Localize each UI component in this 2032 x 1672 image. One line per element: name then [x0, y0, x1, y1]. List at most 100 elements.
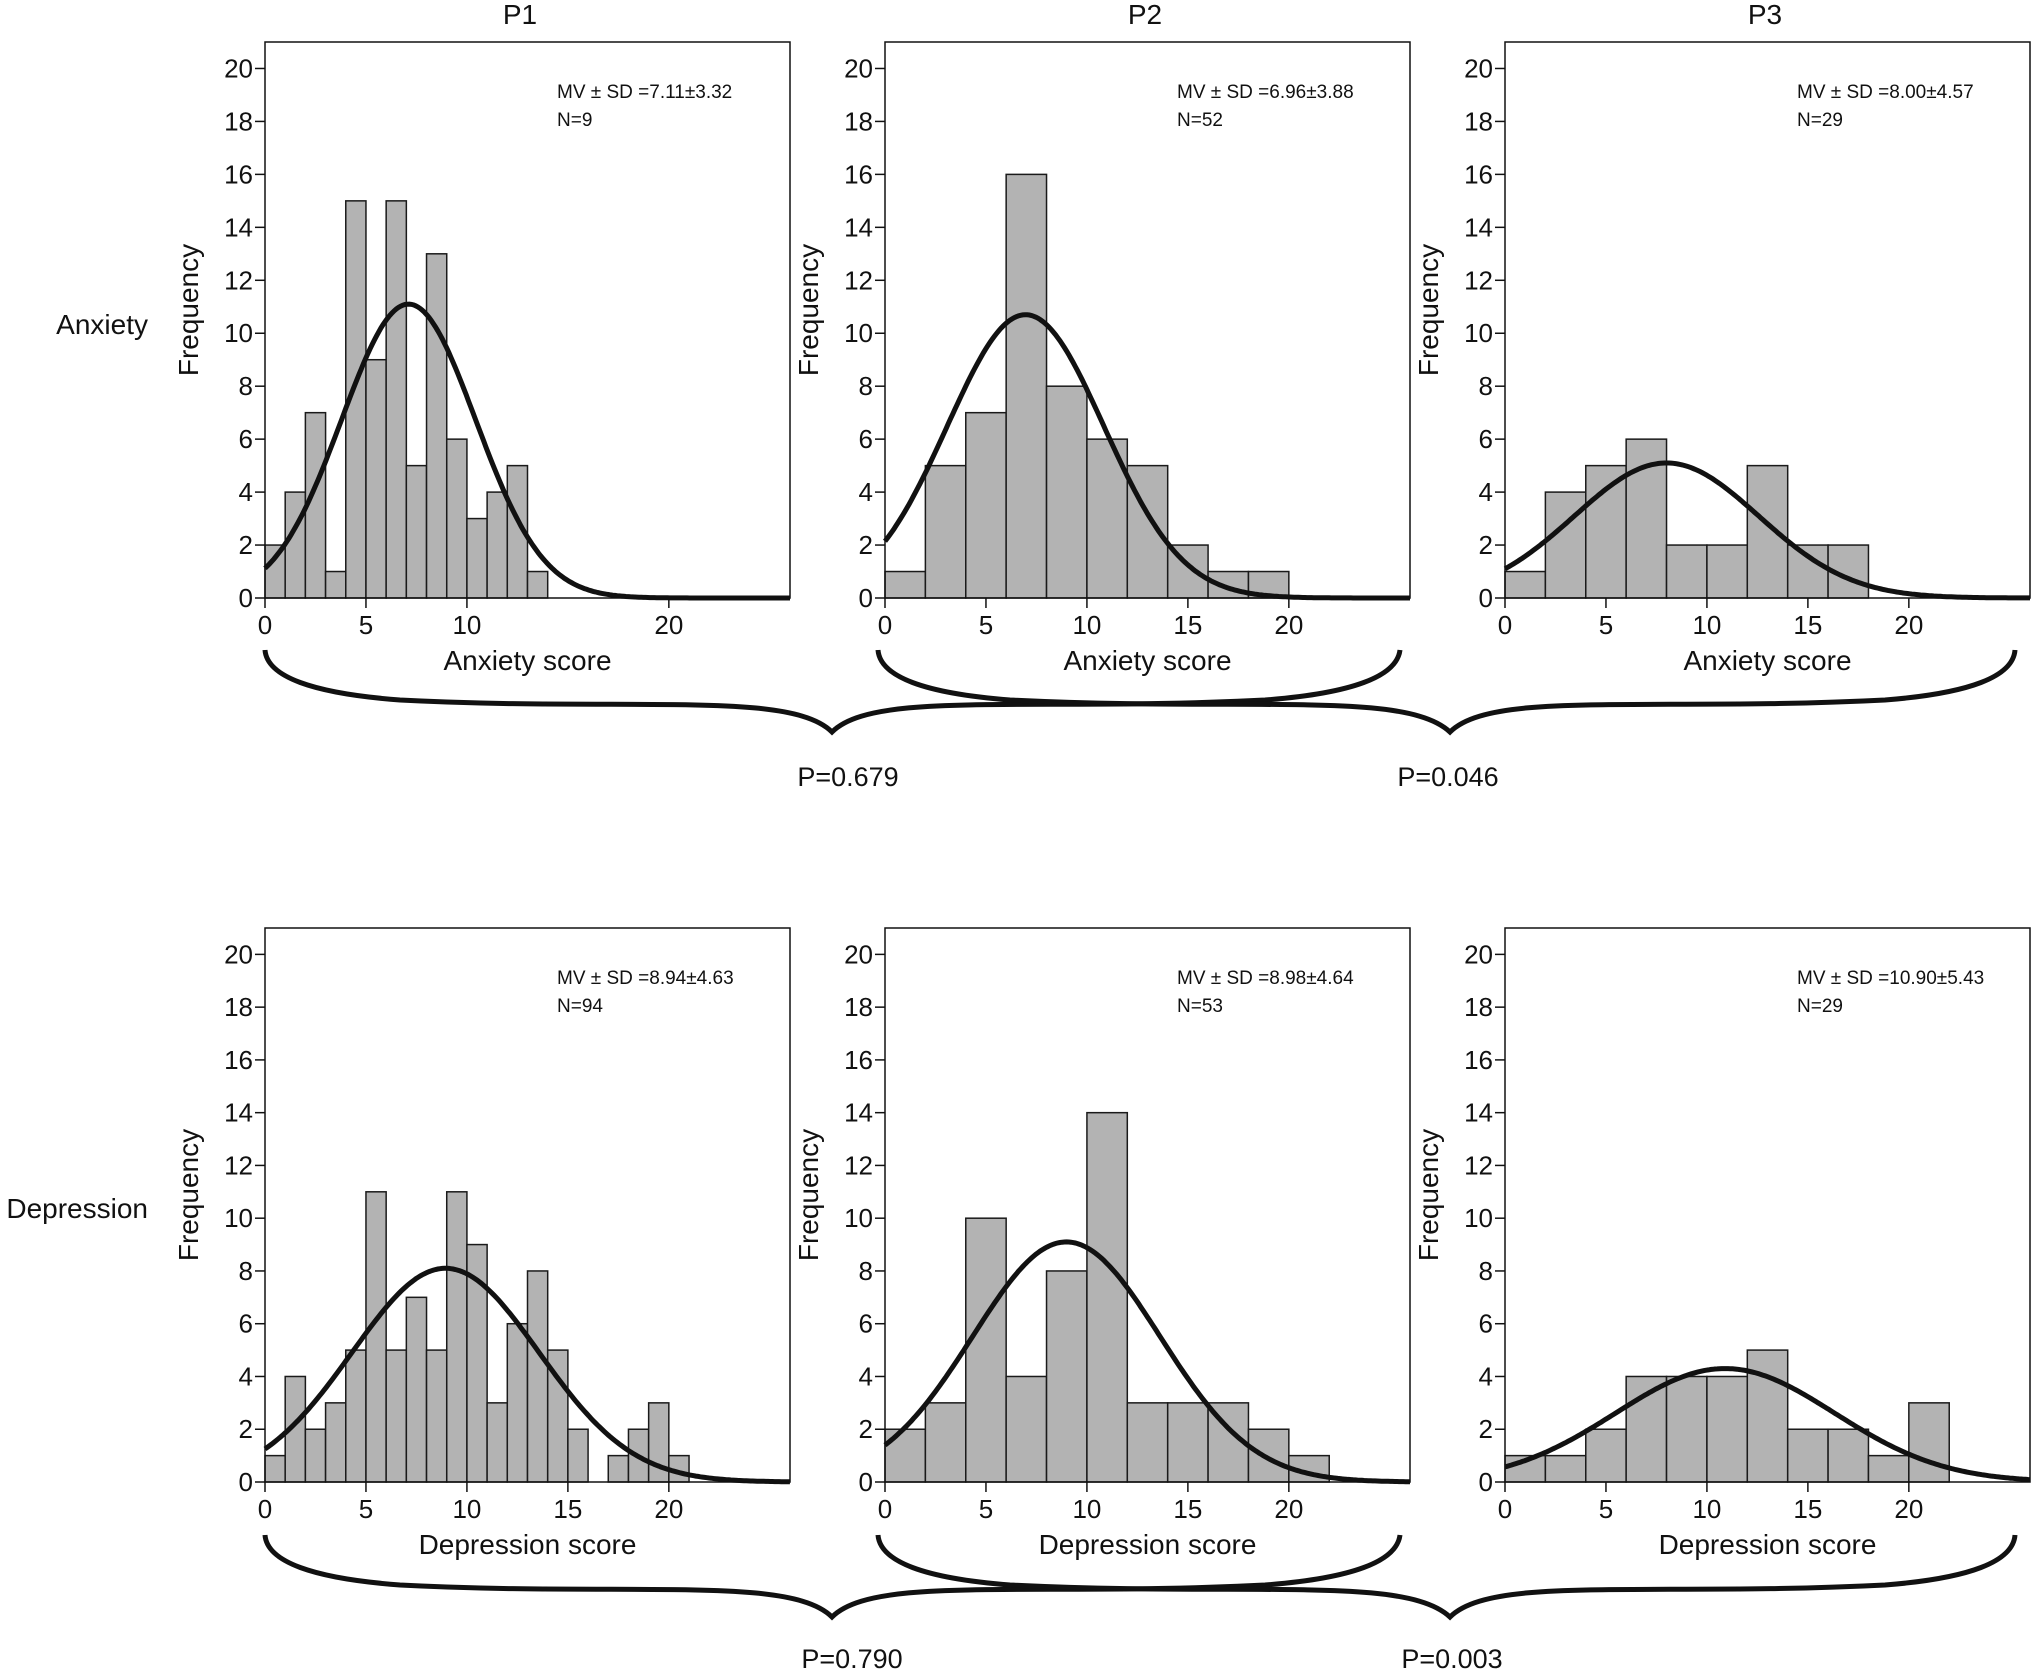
histogram-bar — [405, 1296, 428, 1483]
y-tick-label: 6 — [1479, 424, 1493, 454]
y-tick-label: 12 — [224, 265, 253, 295]
row-label-anxiety: Anxiety — [56, 309, 148, 340]
y-tick-label: 10 — [844, 1203, 873, 1233]
x-tick-label: 5 — [1599, 610, 1613, 640]
histogram-bar — [1786, 1428, 1829, 1483]
x-tick-label: 10 — [452, 610, 481, 640]
y-axis-title: Frequency — [173, 1129, 204, 1261]
y-tick-label: 2 — [1479, 1414, 1493, 1444]
histogram-bar — [607, 1454, 630, 1483]
y-tick-label: 0 — [239, 1467, 253, 1497]
column-title-p2: P2 — [1128, 0, 1162, 30]
y-tick-label: 16 — [844, 159, 873, 189]
histogram-bar — [1706, 1375, 1749, 1483]
histogram-bar — [1086, 1111, 1129, 1483]
p-value-p1-p3-depression: P=0.790 — [801, 1644, 902, 1672]
histogram-panel-p3-depression: 0 2 4 6 8 10 12 14 16 18 20 0 5 10 15 20 Depression scor… — [1413, 927, 2031, 1560]
histogram-panel-p2-depression: 0 2 4 6 8 10 12 14 16 18 20 0 5 10 15 20 Depression scor… — [793, 927, 1411, 1560]
y-tick-label: 4 — [239, 1361, 253, 1391]
y-tick-label: 14 — [1464, 212, 1493, 242]
plot-frame — [264, 41, 791, 599]
histogram-bar — [466, 517, 488, 599]
x-tick-label: 0 — [258, 610, 272, 640]
histogram-bar — [884, 570, 927, 599]
histogram-bar — [1585, 464, 1627, 599]
histogram-bar — [486, 491, 509, 599]
x-tick-label: 5 — [979, 1494, 993, 1524]
stats-n: N=29 — [1797, 110, 1843, 131]
y-tick-label: 12 — [844, 265, 873, 295]
histogram-bar — [1827, 1428, 1870, 1483]
x-tick-label: 5 — [979, 610, 993, 640]
x-axis-title: Depression score — [1659, 1529, 1877, 1560]
y-tick-label: 12 — [1464, 265, 1493, 295]
histogram-bar — [506, 1322, 529, 1483]
histogram-panel-p1-anxiety: 0 2 4 6 8 10 12 14 16 18 20 0 5 10 20 Anxiety score Freq… — [173, 41, 791, 676]
y-tick-label: 18 — [224, 106, 253, 136]
y-tick-label: 4 — [859, 1361, 873, 1391]
p-value-p2-p3-anxiety: P=0.046 — [1397, 762, 1498, 792]
histogram-bar — [425, 253, 448, 599]
y-tick-label: 2 — [239, 1414, 253, 1444]
row-label-depression: Depression — [6, 1193, 148, 1224]
x-tick-label: 15 — [1173, 610, 1202, 640]
x-axis-title: Anxiety score — [1683, 645, 1851, 676]
histogram-bar — [345, 1349, 367, 1483]
y-tick-label: 6 — [859, 1309, 873, 1339]
x-tick-label: 20 — [1894, 610, 1923, 640]
x-tick-label: 20 — [1894, 1494, 1923, 1524]
stats-mean-sd: MV ± SD =6.96±3.88 — [1177, 82, 1354, 103]
y-tick-label: 8 — [1479, 371, 1493, 401]
y-axis-title: Frequency — [1413, 244, 1444, 376]
y-tick-label: 10 — [844, 318, 873, 348]
histogram-bar — [304, 1428, 327, 1483]
histogram-bar — [1166, 544, 1209, 599]
histogram-bar — [405, 464, 428, 599]
normal-curve — [263, 1265, 791, 1485]
x-tick-label: 20 — [654, 610, 683, 640]
histogram-bar — [1746, 464, 1789, 599]
y-tick-label: 16 — [844, 1045, 873, 1075]
x-axis-title: Depression score — [419, 1529, 637, 1560]
x-axis-title: Anxiety score — [1063, 645, 1231, 676]
y-tick-label: 6 — [859, 424, 873, 454]
column-titles: P1 P2 P3 — [503, 0, 1782, 30]
y-tick-label: 4 — [1479, 1361, 1493, 1391]
x-tick-label: 15 — [1793, 1494, 1822, 1524]
y-tick-label: 14 — [844, 212, 873, 242]
y-tick-label: 8 — [239, 1256, 253, 1286]
y-tick-label: 18 — [224, 992, 253, 1022]
y-tick-label: 12 — [224, 1150, 253, 1180]
brace-p1-p3-depression — [262, 1534, 1403, 1621]
x-tick-label: 15 — [553, 1494, 582, 1524]
x-axis-title: Anxiety score — [443, 645, 611, 676]
y-tick-label: 6 — [239, 424, 253, 454]
histogram-bar — [567, 1428, 589, 1483]
y-tick-label: 20 — [224, 53, 253, 83]
plot-frame — [884, 927, 1411, 1483]
x-axis-title: Depression score — [1039, 1529, 1257, 1560]
histogram-bar — [1665, 1375, 1708, 1483]
histogram-bar — [1665, 544, 1708, 599]
normal-curve — [1503, 460, 2030, 601]
y-axis-title: Frequency — [793, 244, 824, 376]
x-tick-label: 5 — [1599, 1494, 1613, 1524]
y-axis-title: Frequency — [173, 244, 204, 376]
stats-n: N=53 — [1177, 996, 1223, 1017]
x-tick-label: 0 — [1498, 1494, 1512, 1524]
y-tick-label: 8 — [239, 371, 253, 401]
brace-p2-p3-depression — [875, 1534, 2018, 1621]
y-tick-label: 0 — [859, 583, 873, 613]
y-tick-label: 14 — [224, 212, 253, 242]
y-tick-label: 2 — [859, 530, 873, 560]
histogram-bar — [1786, 544, 1829, 599]
histogram-bar — [486, 1402, 509, 1483]
histogram-bar — [1247, 1428, 1290, 1483]
histogram-bar — [965, 1217, 1007, 1483]
histogram-bar — [1045, 385, 1088, 599]
stats-n: N=52 — [1177, 110, 1223, 131]
histogram-panel-p1-depression: 0 2 4 6 8 10 12 14 16 18 20 0 5 10 15 20 Depression scor… — [173, 927, 791, 1560]
histogram-bar — [264, 1454, 286, 1483]
y-tick-label: 20 — [844, 53, 873, 83]
histogram-bar — [1706, 544, 1749, 599]
